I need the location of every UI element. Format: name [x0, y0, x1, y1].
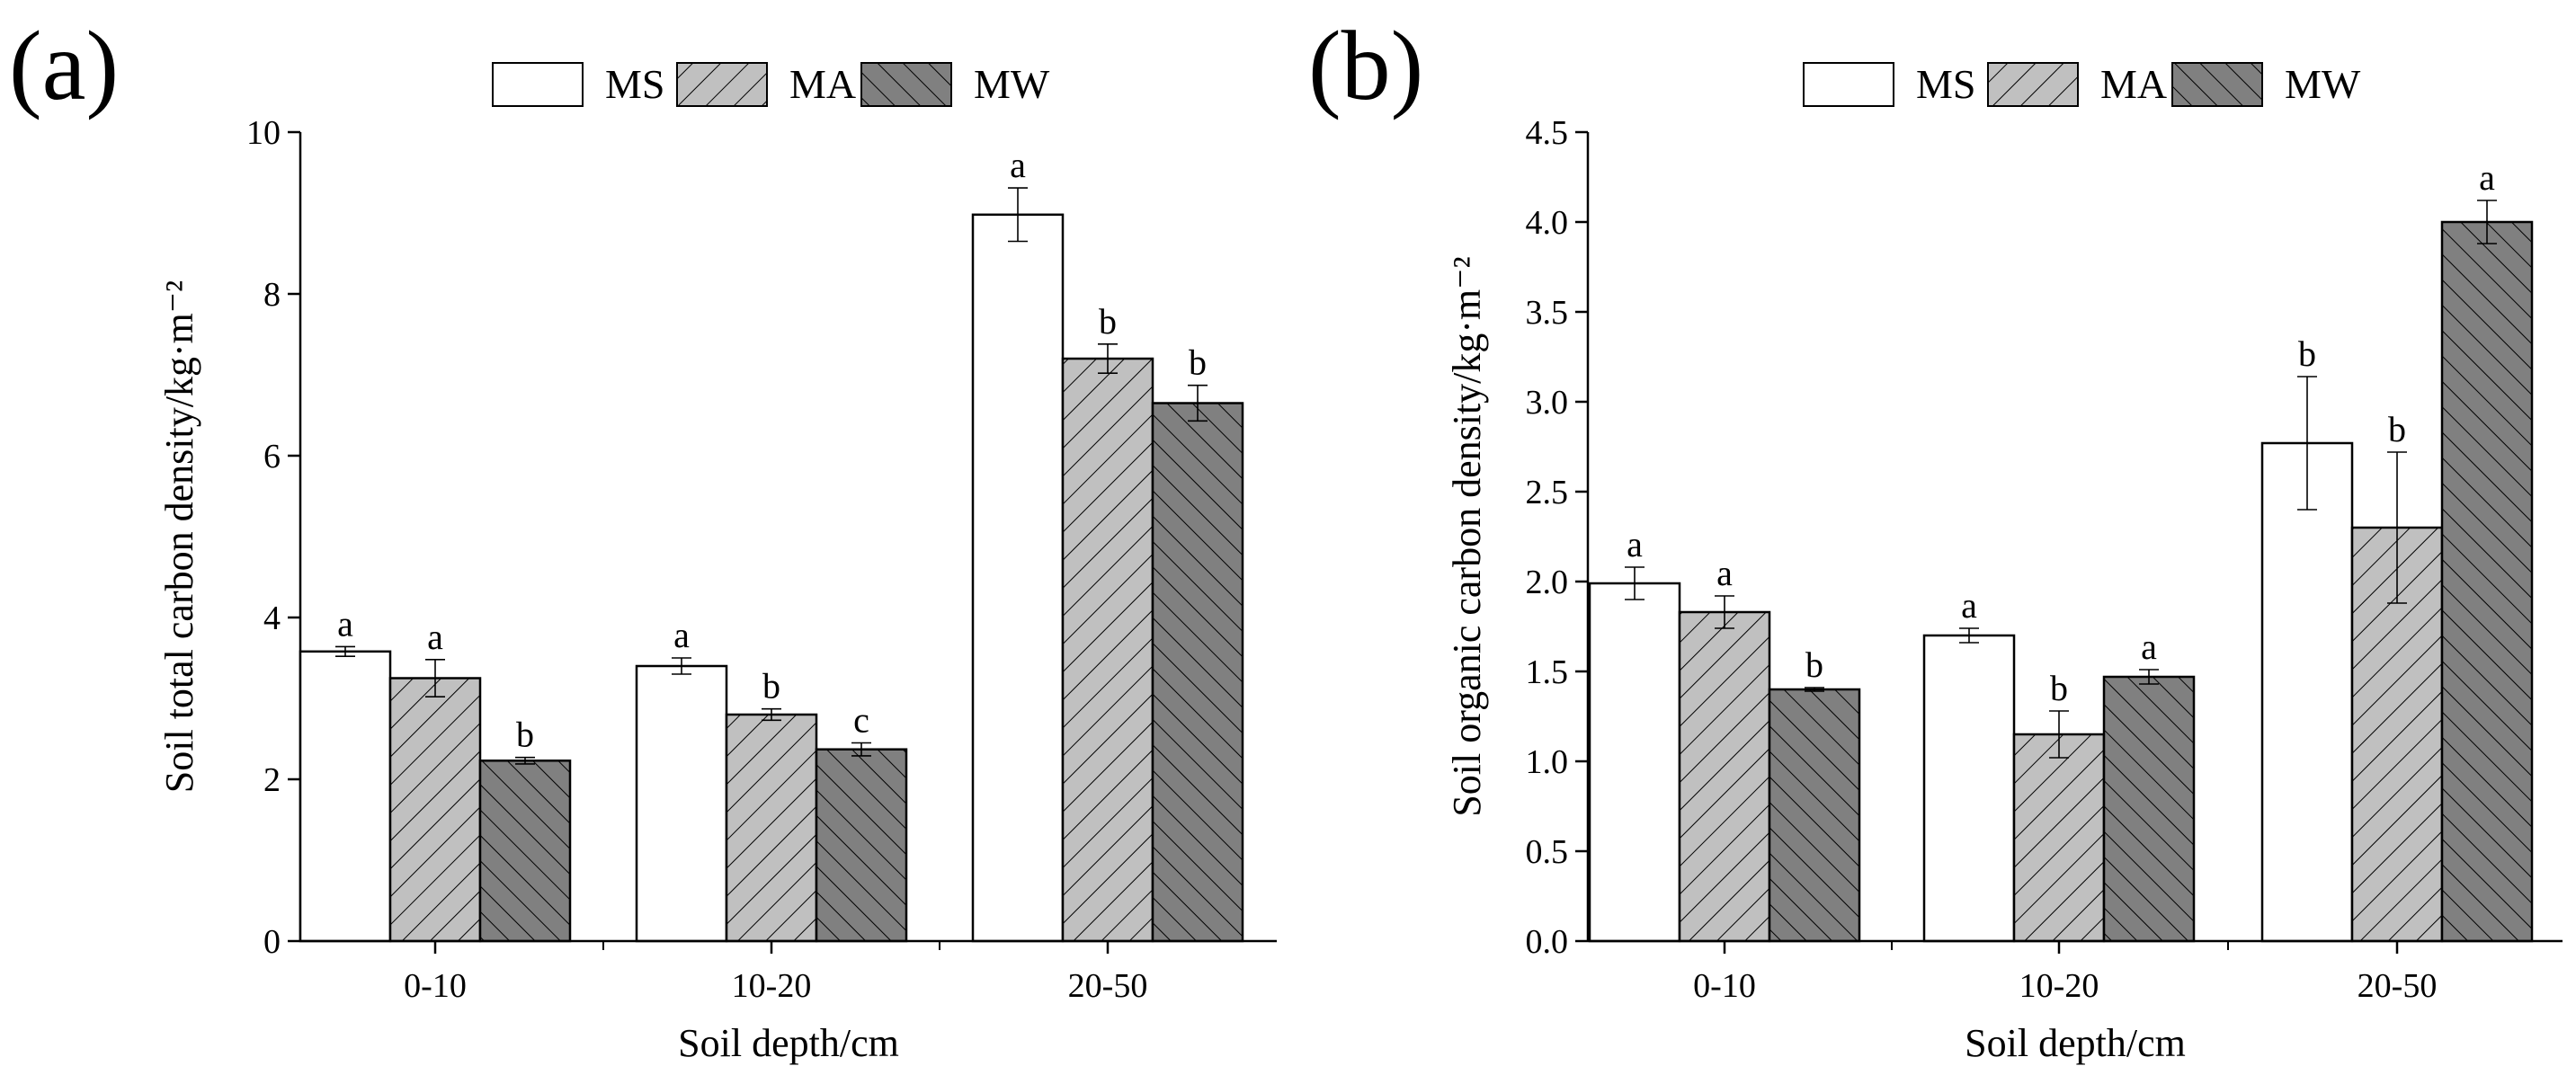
- legend-label-mw: MW: [2285, 61, 2361, 107]
- significance-label: a: [1627, 524, 1643, 564]
- significance-label: a: [1961, 585, 1977, 626]
- legend-swatch-ms: [1803, 62, 1894, 107]
- panel-label: (a): [9, 11, 119, 120]
- y-tick-label: 4.5: [1526, 114, 1569, 152]
- significance-label: a: [2141, 626, 2157, 667]
- x-axis-title: Soil depth/cm: [1965, 1021, 2186, 1065]
- legend-label-ms: MS: [605, 61, 664, 107]
- bar-ms: [971, 213, 1065, 943]
- y-tick-label: 0.0: [1526, 923, 1569, 961]
- significance-label: a: [1010, 145, 1026, 185]
- legend-swatch-mw: [860, 62, 952, 107]
- bar-ms: [2260, 441, 2354, 943]
- legend-swatch-ms: [492, 62, 584, 107]
- legend: MS MA MW: [492, 61, 1050, 107]
- panel-label: (b): [1308, 11, 1423, 120]
- bar-mw: [815, 748, 908, 943]
- bar-ma: [725, 713, 818, 943]
- significance-label: b: [516, 715, 534, 755]
- x-axis: 0-10 10-20 20-50: [300, 939, 1277, 1005]
- bar-ms: [299, 650, 392, 943]
- significance-label: a: [673, 615, 690, 655]
- y-tick-label: 3.5: [1526, 294, 1569, 332]
- legend-swatch-ma: [676, 62, 768, 107]
- chart-panel-b: (b) MS MA MW 0.0 0.5 1.0 1.5 2.0 2.5 3.0 3.5 4.0 4.…: [1308, 11, 2563, 1065]
- bar-ma: [388, 677, 482, 943]
- significance-label: b: [1189, 342, 1207, 383]
- significance-label: c: [853, 700, 869, 741]
- significance-label: a: [2479, 157, 2495, 198]
- y-tick-label: 1.5: [1526, 653, 1569, 691]
- bar-mw: [1151, 402, 1244, 943]
- y-tick-label: 8: [263, 276, 281, 314]
- bars: a a b a b b b a a: [1588, 157, 2534, 943]
- bar-ma: [1678, 610, 1771, 943]
- y-tick-label: 0.5: [1526, 833, 1569, 871]
- x-tick-label: 0-10: [404, 967, 467, 1005]
- legend: MS MA MW: [1803, 61, 2361, 107]
- y-tick-label: 0: [263, 923, 281, 961]
- legend-label-ma: MA: [2100, 61, 2167, 107]
- bars: a a a a b b b c b: [299, 145, 1244, 943]
- y-tick-label: 10: [246, 114, 281, 152]
- x-tick-label: 10-20: [2019, 967, 2099, 1005]
- y-tick-label: 2: [263, 761, 281, 799]
- significance-label: b: [762, 666, 780, 706]
- y-tick-label: 4.0: [1526, 204, 1569, 242]
- legend-label-ma: MA: [789, 61, 856, 107]
- legend-label-ms: MS: [1916, 61, 1975, 107]
- x-tick-label: 10-20: [732, 967, 812, 1005]
- legend-swatch-ma: [1987, 62, 2079, 107]
- bar-ma: [1061, 357, 1154, 943]
- y-axis: 0.0 0.5 1.0 1.5 2.0 2.5 3.0 3.5 4.0 4.5: [1526, 114, 1590, 961]
- chart-panel-a: (a) MS MA MW 0 2 4 6 8 10 a a a a b b b c b 0-10 10-20 20…: [9, 11, 1277, 1065]
- y-tick-label: 2.5: [1526, 474, 1569, 511]
- bar-mw: [2102, 675, 2196, 943]
- significance-label: a: [1716, 553, 1733, 593]
- x-axis: 0-10 10-20 20-50: [1588, 939, 2563, 1005]
- x-tick-label: 20-50: [1068, 967, 1148, 1005]
- y-tick-label: 2.0: [1526, 564, 1569, 601]
- significance-label: b: [1099, 301, 1117, 342]
- y-axis-title: Soil total carbon density/kg·m⁻²: [157, 280, 201, 793]
- y-axis: 0 2 4 6 8 10: [246, 114, 302, 961]
- significance-label: a: [427, 617, 443, 657]
- legend-label-mw: MW: [974, 61, 1050, 107]
- y-tick-label: 1.0: [1526, 743, 1569, 781]
- y-tick-label: 6: [263, 438, 281, 475]
- significance-label: b: [2298, 333, 2316, 374]
- significance-label: a: [337, 603, 353, 644]
- bar-ma: [2012, 733, 2106, 943]
- bar-mw: [1768, 688, 1861, 943]
- x-tick-label: 20-50: [2358, 967, 2438, 1005]
- x-tick-label: 0-10: [1693, 967, 1756, 1005]
- x-axis-title: Soil depth/cm: [678, 1021, 899, 1065]
- y-axis-title: Soil organic carbon density/kg·m⁻²: [1445, 256, 1489, 816]
- bar-mw: [478, 760, 572, 943]
- bar-ms: [1922, 634, 2016, 943]
- significance-label: b: [1805, 644, 1823, 685]
- y-tick-label: 4: [263, 600, 281, 637]
- y-tick-label: 3.0: [1526, 384, 1569, 422]
- bar-ms: [635, 664, 728, 943]
- significance-label: b: [2388, 409, 2406, 449]
- significance-label: b: [2050, 668, 2068, 708]
- legend-swatch-mw: [2171, 62, 2263, 107]
- bar-mw: [2440, 220, 2534, 943]
- bar-ms: [1588, 582, 1681, 943]
